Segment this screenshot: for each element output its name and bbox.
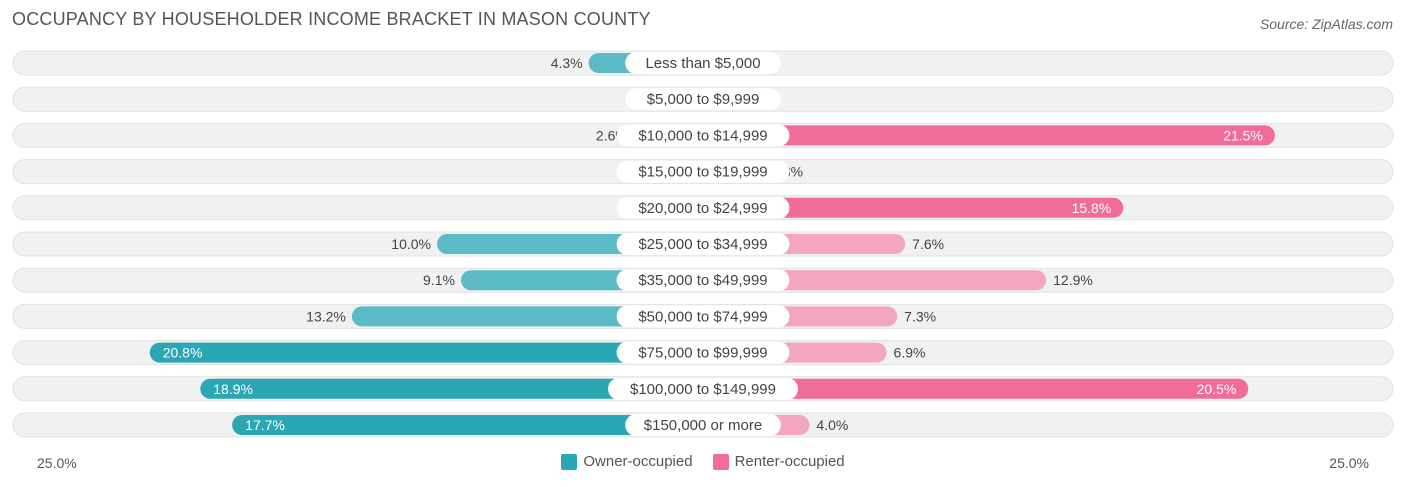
- renter-value-label: 21.5%: [1223, 127, 1263, 143]
- owner-value-label: 4.3%: [551, 55, 583, 71]
- legend-item-owner[interactable]: Owner-occupied: [561, 453, 693, 470]
- owner-value-label: 20.8%: [163, 345, 203, 361]
- owner-bar: [232, 415, 703, 435]
- category-label: $100,000 to $149,999: [630, 381, 776, 398]
- renter-value-label: 4.0%: [816, 417, 848, 433]
- category-label: Less than $5,000: [645, 55, 760, 72]
- legend-item-renter[interactable]: Renter-occupied: [712, 453, 845, 470]
- renter-bar: [703, 197, 1124, 218]
- legend-swatch-renter: [712, 453, 729, 470]
- category-label: $20,000 to $24,999: [638, 200, 767, 217]
- legend: Owner-occupied Renter-occupied: [0, 453, 1406, 470]
- renter-value-label: 7.3%: [904, 308, 936, 324]
- renter-value-label: 20.5%: [1197, 381, 1237, 397]
- owner-value-label: 9.1%: [423, 272, 455, 288]
- renter-value-label: 6.9%: [894, 345, 926, 361]
- renter-value-label: 7.6%: [912, 236, 944, 252]
- owner-value-label: 13.2%: [306, 308, 346, 324]
- category-label: $75,000 to $99,999: [638, 345, 767, 362]
- axis-left-label: 25.0%: [37, 455, 77, 471]
- category-label-pill: [616, 160, 790, 183]
- category-label-pill: [616, 233, 790, 255]
- category-label-pill: [616, 196, 790, 219]
- category-label: $15,000 to $19,999: [638, 164, 767, 181]
- chart-title: OCCUPANCY BY HOUSEHOLDER INCOME BRACKET …: [12, 9, 651, 29]
- category-label: $150,000 or more: [644, 417, 762, 434]
- renter-bar: [703, 378, 1249, 399]
- category-label: $50,000 to $74,999: [638, 308, 767, 325]
- category-label-pill: [625, 88, 781, 111]
- category-label-pill: [625, 52, 781, 74]
- source-note: Source: ZipAtlas.com: [1259, 16, 1393, 32]
- owner-value-label: 17.7%: [245, 417, 285, 433]
- owner-bar: [149, 342, 704, 363]
- renter-bar: [703, 125, 1275, 146]
- category-label-pill: [608, 377, 798, 400]
- owner-value-label: 18.9%: [213, 381, 253, 397]
- renter-value-label: 12.9%: [1053, 272, 1093, 288]
- legend-label-owner: Owner-occupied: [583, 453, 693, 470]
- category-label-pill: [616, 269, 790, 292]
- owner-bar: [351, 306, 703, 327]
- owner-value-label: 10.0%: [391, 236, 431, 252]
- legend-swatch-owner: [561, 453, 578, 470]
- axis-right-label: 25.0%: [1329, 455, 1369, 471]
- renter-bar: [703, 270, 1047, 291]
- category-label: $10,000 to $14,999: [638, 127, 767, 144]
- legend-label-renter: Renter-occupied: [734, 453, 845, 470]
- category-label-pill: [616, 305, 790, 328]
- category-label-pill: [616, 341, 790, 364]
- category-label: $25,000 to $34,999: [638, 236, 767, 253]
- category-label-pill: [625, 414, 781, 436]
- category-label: $35,000 to $49,999: [638, 272, 767, 289]
- category-label-pill: [616, 124, 790, 147]
- renter-value-label: 15.8%: [1072, 200, 1112, 216]
- owner-bar: [200, 378, 703, 399]
- category-label: $5,000 to $9,999: [647, 91, 760, 108]
